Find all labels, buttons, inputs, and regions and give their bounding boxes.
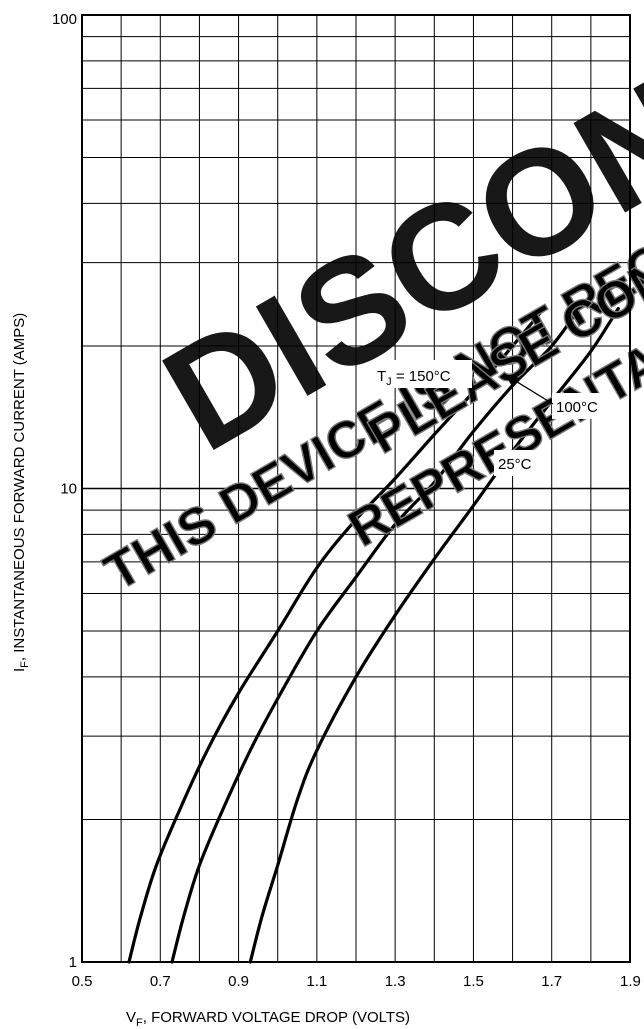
series-150c-main: T: [377, 368, 386, 385]
x-title-sub: F: [136, 1017, 143, 1029]
series-label-25c: 25°C: [494, 450, 544, 476]
x-tick-label: 0.7: [150, 973, 171, 990]
x-title-main: V: [126, 1009, 136, 1026]
plot-border: [81, 14, 631, 963]
x-title-rest: , FORWARD VOLTAGE DROP (VOLTS): [143, 1009, 410, 1026]
series-150c-sub: J: [386, 376, 392, 388]
series-label-150c: TJ = 150°C: [372, 360, 472, 388]
x-tick-label: 1.5: [463, 973, 484, 990]
series-100c-label: 100°C: [556, 399, 598, 416]
x-tick-label: 0.9: [228, 973, 249, 990]
series-25c-label: 25°C: [498, 456, 532, 473]
y-tick-label: 10: [60, 481, 77, 498]
x-tick-label: 0.5: [72, 973, 93, 990]
y-title-main: I: [11, 668, 28, 672]
x-tick-label: 1.3: [385, 973, 406, 990]
arrow-head-icon: [505, 375, 518, 386]
tick-labels: 0.5 0.7 0.9 1.1 1.3 1.5 1.7 1.9 1 10 100: [52, 11, 641, 990]
y-tick-label: 1: [69, 954, 77, 971]
x-tick-label: 1.9: [620, 973, 641, 990]
leader-arrow-100c: [513, 379, 554, 405]
series-label-100c: 100°C: [505, 375, 610, 419]
curve-100c: [170, 306, 581, 964]
x-tick-label: 1.1: [306, 973, 327, 990]
series-150c-rest: = 150°C: [392, 368, 451, 385]
x-axis-title: VF, FORWARD VOLTAGE DROP (VOLTS): [126, 1009, 410, 1029]
y-title-rest: , INSTANTANEOUS FORWARD CURRENT (AMPS): [11, 313, 28, 661]
y-title-sub: F: [19, 661, 31, 668]
x-tick-label: 1.7: [541, 973, 562, 990]
plot-frame: [81, 14, 631, 963]
curve-150c: [127, 306, 546, 964]
svg-text:TJ = 150°C: TJ = 150°C: [377, 368, 451, 388]
y-tick-label: 100: [52, 11, 77, 28]
y-axis-title: IF, INSTANTANEOUS FORWARD CURRENT (AMPS): [11, 313, 31, 672]
discontinued-watermark: DISCONT THIS DEVICE IS NOT RECOM PLEASE …: [94, 0, 644, 603]
